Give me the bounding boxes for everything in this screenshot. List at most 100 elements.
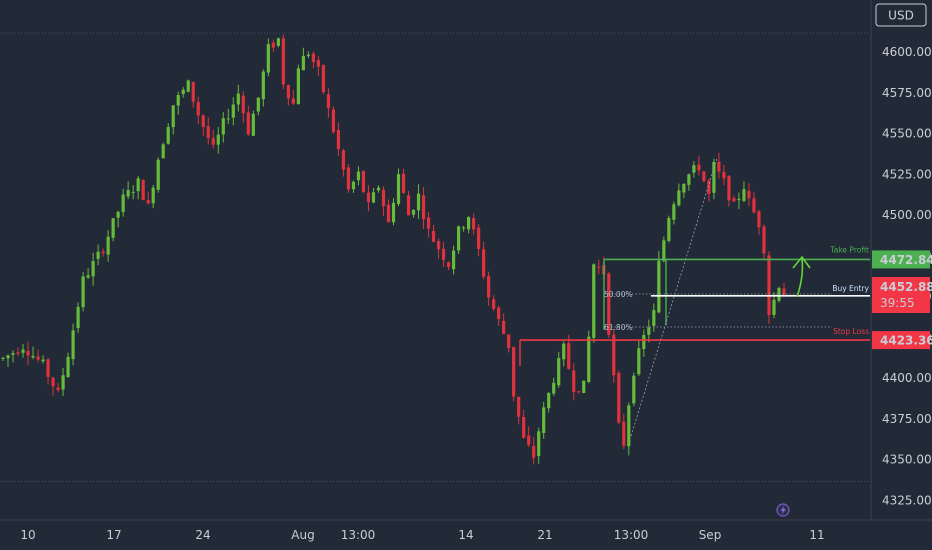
candle-body: [391, 202, 396, 223]
candle-body: [617, 372, 621, 423]
candle-body: [41, 359, 45, 362]
candle-body: [456, 226, 461, 251]
candle-body: [446, 262, 451, 267]
candle-body: [6, 355, 10, 359]
candle-body: [657, 260, 661, 313]
candle-body: [416, 193, 421, 211]
up-arrow: [796, 258, 804, 298]
candle-body: [196, 101, 200, 116]
fib-diagonal: [630, 157, 718, 437]
x-tick-label: Sep: [699, 528, 722, 542]
candle-body: [256, 97, 260, 112]
y-tick-label: 4575.00: [882, 86, 932, 100]
candle-body: [752, 198, 756, 213]
x-tick-label: 14: [458, 528, 473, 542]
candle-body: [682, 183, 686, 193]
candle-body: [637, 348, 641, 375]
stop-loss-text: Stop Loss: [833, 327, 869, 336]
candle-body: [311, 53, 315, 63]
candle-body: [677, 190, 681, 206]
candle-body: [542, 407, 546, 433]
candle-body: [66, 356, 70, 378]
candle-body: [296, 68, 300, 105]
candle-body: [466, 217, 471, 230]
candle-body: [532, 445, 536, 458]
time-axis[interactable]: 10 17 24 Aug 13:00 14 21 13:00 Sep 11: [20, 528, 824, 542]
x-tick-label: 21: [537, 528, 552, 542]
candle-body: [156, 159, 160, 190]
lightning-icon[interactable]: [776, 503, 790, 517]
fib-618-text: 61.80%: [604, 323, 633, 332]
candle-body: [211, 138, 215, 145]
y-tick-label: 4350.00: [882, 453, 932, 467]
candles: [1, 34, 786, 465]
candle-body: [702, 171, 706, 182]
candle-body: [146, 199, 150, 204]
candle-body: [577, 391, 581, 393]
candle-body: [306, 54, 310, 56]
candle-body: [281, 38, 285, 85]
candle-body: [226, 118, 230, 120]
candle-body: [732, 198, 736, 202]
currency-button[interactable]: USD: [875, 3, 927, 27]
candle-body: [356, 171, 361, 181]
candle-body: [136, 178, 140, 192]
take-profit-price-bg: [872, 250, 930, 269]
candle-body: [261, 71, 265, 100]
candle-body: [316, 60, 321, 67]
candle-body: [762, 226, 766, 254]
candle-body: [286, 85, 290, 99]
candle-body: [512, 346, 516, 397]
countdown-label: 39:55: [880, 296, 915, 310]
candle-body: [396, 174, 401, 205]
candle-body: [181, 89, 185, 95]
candle-body: [477, 227, 481, 250]
current-price-bg: [872, 277, 930, 313]
y-tick-label: 4525.00: [882, 167, 932, 181]
candle-body: [712, 162, 716, 193]
candle-body: [767, 255, 771, 316]
candle-body: [16, 352, 20, 354]
candle-body: [572, 370, 576, 392]
buy-entry-text: Buy Entry: [832, 284, 869, 293]
candle-body: [321, 65, 326, 93]
candle-body: [647, 327, 651, 335]
candle-body: [742, 189, 746, 201]
candle-body: [727, 175, 731, 201]
candle-body: [482, 249, 486, 277]
candle-body: [612, 334, 616, 376]
candle-body: [737, 198, 741, 201]
candle-body: [246, 112, 250, 135]
candle-body: [31, 355, 35, 358]
stop-loss-price-label: 4423.36: [880, 334, 932, 348]
candle-body: [176, 95, 180, 106]
x-tick-label: 17: [106, 528, 121, 542]
candle-body: [71, 330, 75, 360]
candle-body: [557, 358, 561, 386]
candle-body: [121, 194, 125, 212]
trade-overlays: Take Profit Buy Entry Stop Loss 50.00% 61.80…: [519, 157, 870, 437]
candle-body: [331, 109, 336, 133]
candle-body: [692, 165, 696, 173]
up-arrow-head: [792, 255, 811, 269]
candle-body: [386, 204, 391, 223]
candle-body: [266, 44, 270, 73]
candle-body: [502, 320, 506, 334]
candle-body: [36, 356, 40, 360]
x-tick-label: 13:00: [341, 528, 376, 542]
candle-body: [96, 251, 100, 259]
x-tick-label: Aug: [291, 528, 314, 542]
candle-body: [622, 421, 626, 446]
candle-body: [166, 126, 170, 144]
y-tick-label: 4375.00: [882, 412, 932, 426]
candle-body: [562, 343, 566, 360]
x-tick-label: 11: [809, 528, 824, 542]
candle-body: [106, 236, 110, 255]
candle-body: [201, 115, 205, 127]
candle-body: [722, 172, 726, 179]
candle-body: [522, 417, 526, 438]
candle-body: [336, 130, 341, 150]
candle-body: [91, 261, 95, 277]
